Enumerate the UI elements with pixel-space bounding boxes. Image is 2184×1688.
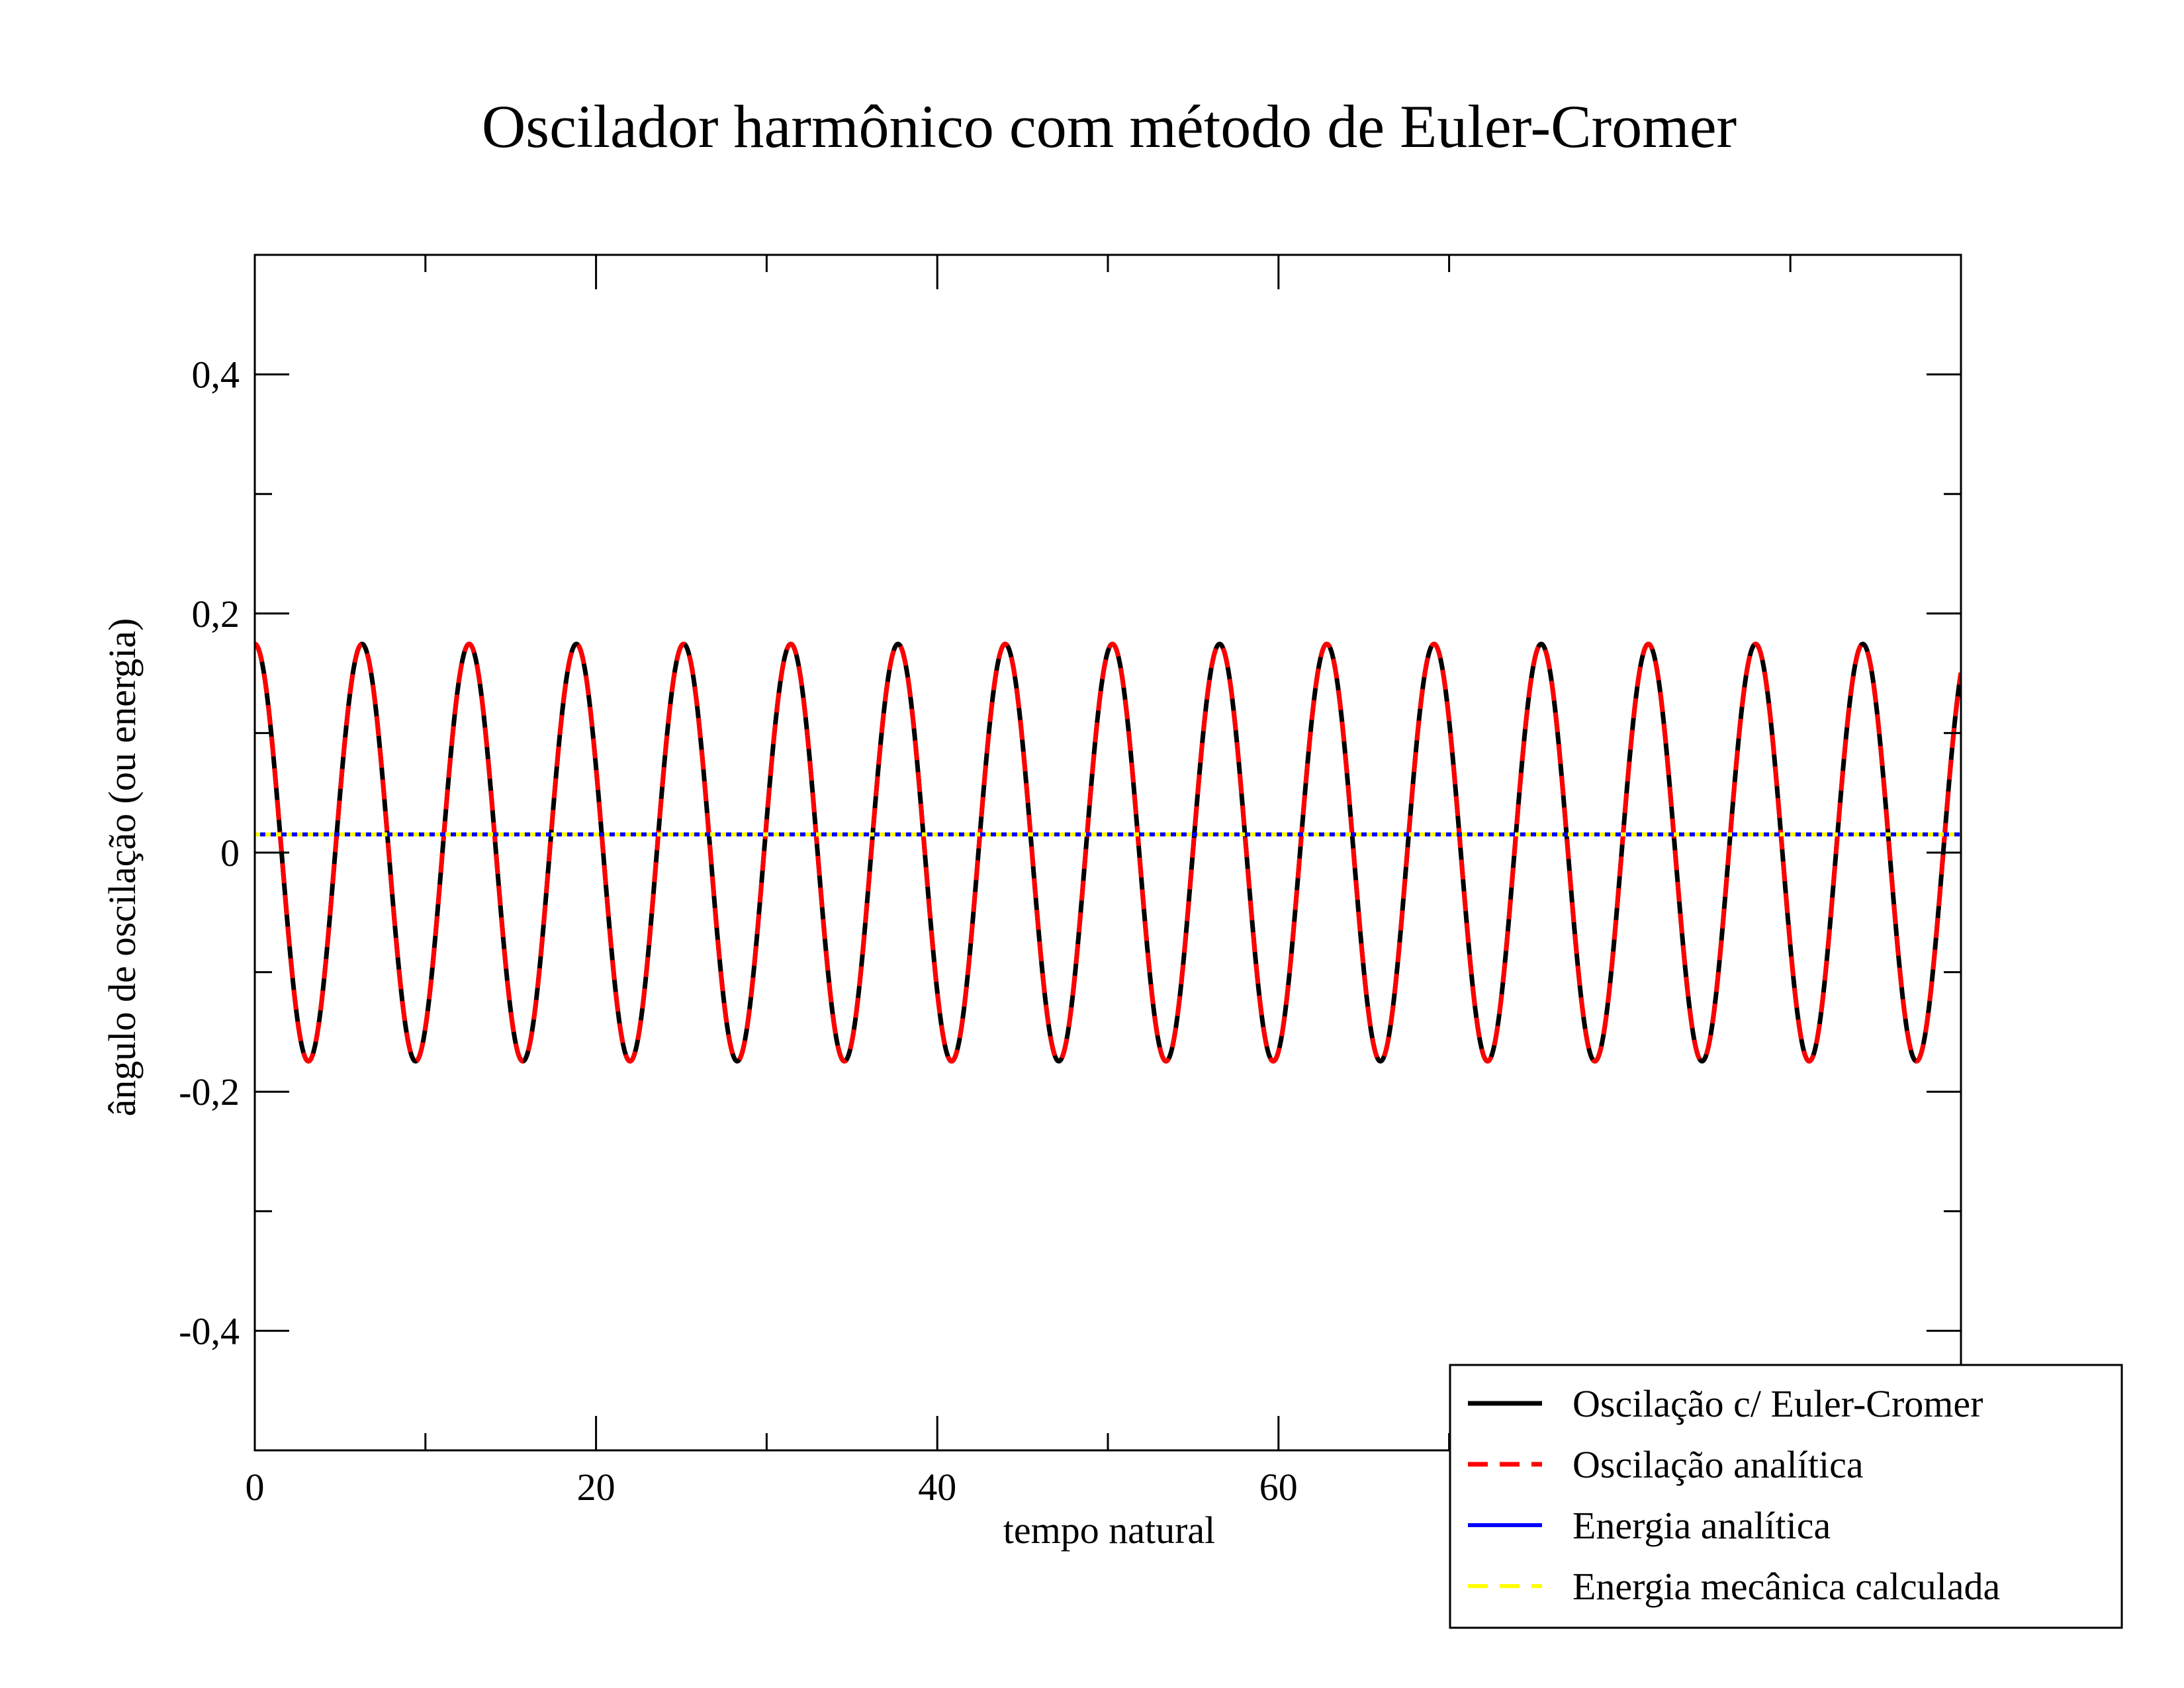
y-tick-label: 0 [220, 831, 240, 874]
plot-frame [253, 254, 1962, 1452]
legend: Oscilação c/ Euler-Cromer Oscilação analí… [1449, 1364, 2123, 1629]
y-tick-label: -0,4 [179, 1309, 240, 1352]
y-tick-label: 0,4 [192, 353, 240, 397]
series-line-2 [255, 641, 1961, 1064]
y-tick-label: -0,2 [179, 1070, 240, 1113]
plot-area [255, 641, 1961, 1064]
legend-label: Oscilação c/ Euler-Cromer [1572, 1382, 1983, 1425]
series-group [255, 641, 1961, 1064]
x-tick-label: 60 [1259, 1466, 1298, 1509]
x-tick-label: 40 [918, 1466, 956, 1509]
legend-box [1449, 1364, 2123, 1629]
axis-ticks: 0 20 40 60 -0,4 -0,2 0 0,2 0,4 [179, 255, 1961, 1509]
x-axis-label: tempo natural [1003, 1509, 1216, 1552]
legend-label: Oscilação analítica [1572, 1443, 1864, 1486]
legend-label: Energia mecânica calculada [1572, 1565, 2000, 1608]
x-tick-label: 0 [246, 1466, 265, 1509]
chart-title: Oscilador harmônico com método de Euler-… [482, 93, 1737, 160]
y-axis-label: ângulo de oscilação (ou energia) [101, 618, 144, 1117]
x-tick-label: 20 [577, 1466, 615, 1509]
legend-label: Energia analítica [1572, 1504, 1831, 1547]
y-tick-label: 0,2 [192, 592, 240, 635]
